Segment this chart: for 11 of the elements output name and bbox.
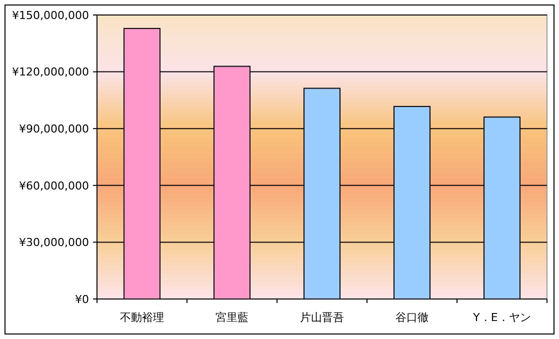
- y-tick-label: ¥30,000,000: [19, 236, 89, 250]
- y-tick-label: ¥150,000,000: [12, 8, 89, 22]
- x-tick-label: 宮里藍: [216, 311, 248, 324]
- x-tick-label: Y．E．ヤン: [472, 311, 531, 324]
- y-tick-label: ¥0: [75, 292, 89, 306]
- x-tick-label: 不動裕理: [120, 311, 164, 324]
- y-tick-label: ¥60,000,000: [19, 179, 89, 192]
- y-tick-label: ¥120,000,000: [12, 66, 89, 79]
- x-tick-label: 片山晋吾: [300, 311, 344, 324]
- y-tick-label: ¥90,000,000: [19, 122, 89, 136]
- x-tick-label: 谷口徹: [396, 311, 428, 324]
